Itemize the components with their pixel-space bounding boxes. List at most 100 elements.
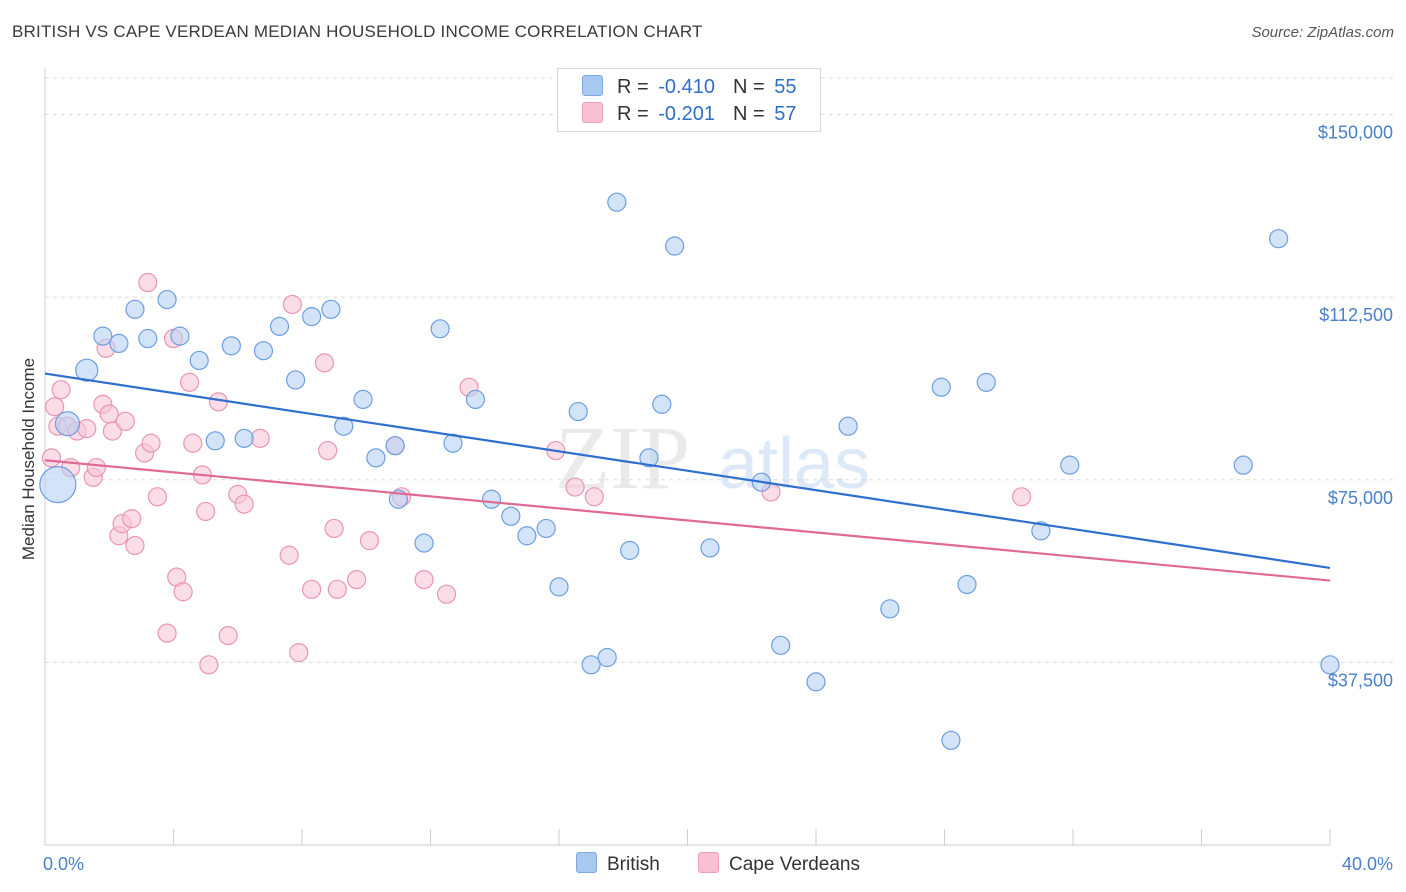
british-label: British: [607, 854, 660, 875]
british-swatch: [582, 75, 603, 96]
cape-verdean-swatch: [582, 102, 603, 123]
british-point: [170, 326, 190, 346]
british-point: [597, 647, 617, 668]
x-tick-min: 0.0%: [43, 854, 84, 874]
british-point: [976, 372, 996, 392]
legend-n-value: 57: [774, 103, 797, 125]
british-point: [353, 389, 373, 410]
trend-lines: [44, 372, 1331, 582]
british-point: [366, 448, 386, 468]
british-point: [125, 299, 145, 319]
cape-verdean-point: [279, 545, 299, 565]
x-tick-max: 40.0%: [1342, 854, 1393, 874]
y-tick-label: $75,000: [1328, 488, 1393, 508]
cape-verdean-point: [183, 433, 203, 453]
british-point: [501, 506, 521, 526]
cape-verdean-swatch: [698, 852, 719, 873]
british-point: [536, 518, 556, 539]
legend-r-value: -0.410: [658, 76, 715, 98]
british-point: [385, 436, 405, 456]
legend-n-label: N =: [732, 76, 765, 98]
british-point: [880, 599, 900, 619]
cape-verdeans-label: Cape Verdeans: [729, 854, 860, 875]
british-point: [302, 307, 322, 327]
bottom-legend-cape-verdeans: Cape Verdeans: [698, 852, 860, 876]
legend-r-label: R =: [617, 103, 649, 125]
cape-verdean-point: [77, 419, 97, 439]
cape-verdean-point: [86, 457, 107, 478]
british-point: [517, 526, 537, 546]
british-point: [253, 341, 274, 361]
cape-verdean-point: [41, 448, 62, 468]
british-point: [269, 316, 290, 336]
source-label: Source: ZipAtlas.com: [1251, 24, 1394, 41]
british-point: [700, 538, 720, 558]
legend-n-value: 55: [774, 76, 797, 98]
y-tick-label: $112,500: [1319, 305, 1393, 325]
british-point: [189, 350, 209, 371]
british-point: [665, 236, 685, 256]
british-point: [1031, 521, 1051, 541]
british-point: [138, 328, 158, 349]
cape-verdean-point: [141, 433, 161, 453]
cape-verdean-point: [414, 569, 434, 590]
british-points: [39, 192, 1340, 750]
british-point: [838, 416, 858, 436]
cape-verdean-point: [102, 421, 123, 441]
cape-verdean-point: [122, 509, 142, 529]
cape-verdean-point: [218, 625, 238, 646]
cape-verdean-point: [1011, 487, 1032, 507]
british-swatch: [576, 852, 597, 873]
british-point: [1320, 655, 1340, 675]
british-point: [1233, 455, 1253, 475]
cape-verdean-point: [196, 501, 216, 522]
y-tick-label: $150,000: [1318, 123, 1393, 143]
gridlines: [45, 77, 1395, 663]
y-tick-labels: $150,000 $112,500 $75,000 $37,500: [1318, 123, 1393, 691]
british-point: [54, 411, 81, 437]
y-axis-label: Median Household Income: [19, 358, 38, 560]
cape-verdean-point: [115, 411, 135, 431]
british-point: [93, 326, 113, 346]
cape-verdean-point: [138, 272, 158, 293]
cape-verdean-point: [179, 372, 200, 392]
cape-verdean-point: [289, 643, 309, 663]
legend-r-value: -0.201: [658, 103, 715, 125]
legend-r-label: R =: [617, 76, 649, 98]
bottom-legend-british: British: [576, 852, 660, 876]
cape-verdean-point: [565, 477, 585, 497]
british-point: [481, 489, 502, 509]
cape-verdean-point: [125, 535, 145, 556]
british-point: [639, 448, 659, 468]
cape-verdean-point: [584, 487, 604, 507]
british-point: [549, 577, 569, 597]
british-point: [1060, 455, 1080, 475]
british-point: [806, 672, 826, 692]
british-point: [39, 466, 77, 504]
legend-n-label: N =: [732, 103, 765, 125]
cape-verdean-point: [173, 582, 193, 602]
british-point: [620, 540, 640, 560]
cape-verdean-point: [436, 584, 457, 604]
cape-verdean-point: [51, 380, 71, 400]
british-point: [334, 416, 354, 436]
chart-title: BRITISH VS CAPE VERDEAN MEDIAN HOUSEHOLD…: [12, 22, 703, 41]
british-point: [771, 635, 791, 655]
british-point: [931, 377, 951, 397]
british-point: [321, 299, 341, 319]
british-point: [1268, 229, 1289, 249]
legend-row-british: R = -0.410 N = 55: [582, 75, 796, 101]
british-point: [941, 730, 961, 750]
cape-verdean-point: [347, 569, 367, 590]
cape-verdean-point: [318, 440, 338, 461]
british-point: [205, 431, 225, 451]
british-point: [285, 370, 306, 390]
british-point: [234, 428, 254, 448]
cape-verdean-point: [234, 494, 254, 514]
british-point: [465, 389, 486, 410]
cape-verdean-trend-line: [44, 459, 1331, 582]
british-point: [75, 358, 99, 382]
cape-verdean-point: [327, 579, 347, 599]
watermark: ZIP atlas: [555, 409, 870, 508]
